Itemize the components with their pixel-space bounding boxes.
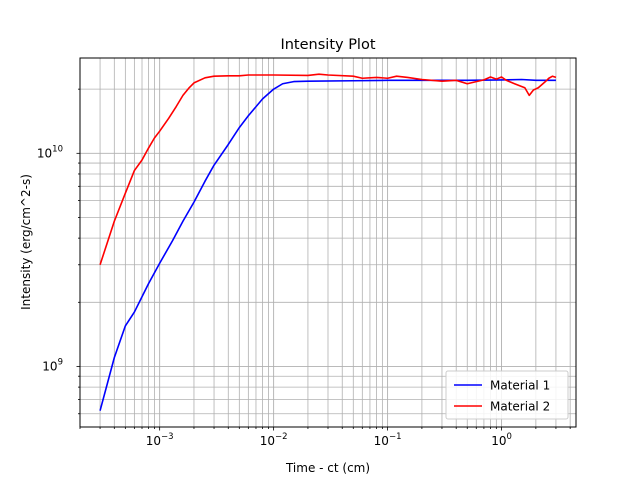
legend-label: Material 2 bbox=[490, 400, 550, 414]
legend: Material 1 Material 2 bbox=[445, 370, 569, 420]
x-tick-label: 100 bbox=[491, 432, 512, 448]
series-line-material-2 bbox=[99, 73, 557, 266]
legend-box bbox=[445, 370, 569, 420]
x-tick-label: 10−2 bbox=[260, 432, 288, 448]
legend-label: Material 1 bbox=[490, 379, 550, 393]
axis-ticks: 10−3 10−2 10−1 100 109 1010 bbox=[37, 88, 571, 448]
x-axis-label: Time - ct (cm) bbox=[285, 461, 370, 475]
y-axis-label: Intensity (erg/cm^2-s) bbox=[19, 174, 33, 310]
series-lines bbox=[99, 73, 557, 411]
grid bbox=[79, 58, 576, 427]
x-tick-label: 10−1 bbox=[374, 432, 402, 448]
x-tick-label: 10−3 bbox=[146, 432, 174, 448]
y-tick-label: 109 bbox=[42, 357, 63, 373]
chart-title: Intensity Plot bbox=[280, 37, 375, 53]
y-tick-label: 1010 bbox=[37, 144, 63, 160]
